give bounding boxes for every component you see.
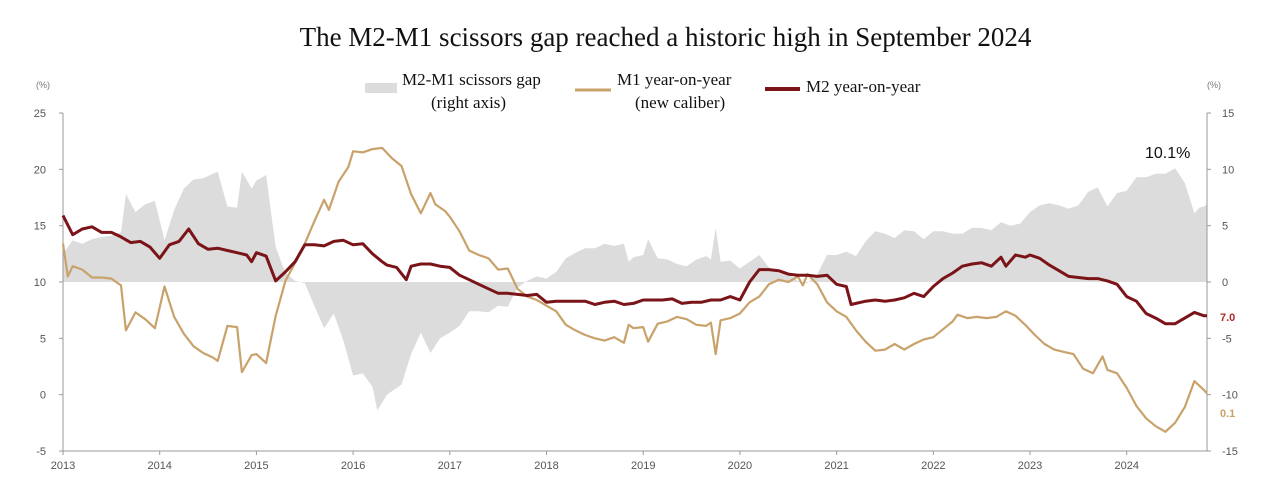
x-axis-tick-label: 2014 [147, 460, 171, 472]
right-axis-unit: (%) [1207, 80, 1221, 90]
right-axis-tick-label: 0 [1222, 277, 1228, 289]
gap-area-series [63, 168, 1207, 411]
legend-label-gap-line2: (right axis) [431, 93, 506, 112]
right-axis-tick-label: 15 [1222, 108, 1234, 120]
left-axis-tick-label: 10 [34, 277, 46, 289]
x-axis-tick-label: 2013 [51, 460, 75, 472]
x-axis-tick-label: 2015 [244, 460, 268, 472]
right-axis-tick-label: -15 [1222, 446, 1238, 458]
left-axis-tick-label: 15 [34, 221, 46, 233]
legend-label-m2: M2 year-on-year [806, 77, 921, 96]
x-axis-tick-label: 2017 [438, 460, 462, 472]
x-axis-tick-label: 2022 [921, 460, 945, 472]
left-axis-tick-label: 5 [40, 333, 46, 345]
chart-title: The M2-M1 scissors gap reached a histori… [299, 22, 1032, 52]
x-axis-tick-label: 2016 [341, 460, 365, 472]
left-axis-tick-label: 20 [34, 164, 46, 176]
left-axis-unit: (%) [36, 80, 50, 90]
left-axis-tick-label: 25 [34, 108, 46, 120]
x-axis-tick-label: 2020 [728, 460, 752, 472]
right-axis-tick-label: -10 [1222, 390, 1238, 402]
x-axis-tick-label: 2019 [631, 460, 655, 472]
legend-label-gap-line1: M2-M1 scissors gap [402, 70, 541, 89]
x-axis-tick-label: 2024 [1114, 460, 1138, 472]
x-axis-tick-label: 2018 [534, 460, 558, 472]
x-axis-tick-label: 2023 [1018, 460, 1042, 472]
m2-line-series [61, 214, 1207, 326]
legend-swatch-gap [365, 83, 397, 93]
x-axis-tick-label: 2021 [824, 460, 848, 472]
legend-label-m1-line2: (new caliber) [635, 93, 725, 112]
peak-gap-annotation: 10.1% [1145, 145, 1190, 162]
m1-line-series [61, 146, 1208, 433]
m1-end-value-label: 0.1 [1220, 408, 1235, 420]
right-axis-tick-label: 10 [1222, 164, 1234, 176]
right-axis-tick-label: -5 [1222, 333, 1232, 345]
right-axis-tick-label: 5 [1222, 221, 1228, 233]
left-axis-tick-label: -5 [36, 446, 46, 458]
m2-end-value-label: 7.0 [1220, 312, 1235, 324]
left-axis-tick-label: 0 [40, 390, 46, 402]
legend-label-m1-line1: M1 year-on-year [617, 70, 732, 89]
